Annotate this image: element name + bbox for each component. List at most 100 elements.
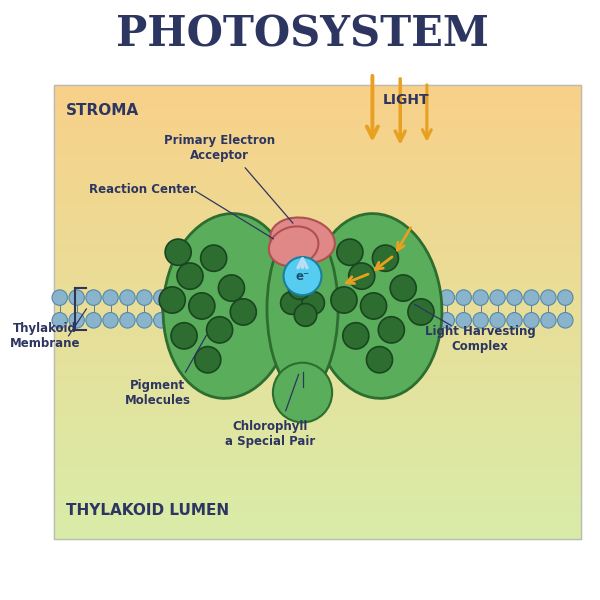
Circle shape bbox=[541, 313, 556, 328]
Bar bbox=[54, 181, 581, 187]
Circle shape bbox=[439, 290, 454, 305]
Bar bbox=[54, 261, 581, 266]
Bar bbox=[54, 340, 581, 346]
Circle shape bbox=[367, 347, 392, 373]
Bar bbox=[54, 125, 581, 130]
Circle shape bbox=[349, 263, 375, 289]
Bar bbox=[54, 148, 581, 153]
Ellipse shape bbox=[269, 226, 319, 266]
Bar bbox=[54, 306, 581, 312]
Bar bbox=[54, 403, 581, 409]
Circle shape bbox=[456, 290, 472, 305]
Bar bbox=[54, 255, 581, 261]
Circle shape bbox=[52, 290, 67, 305]
Circle shape bbox=[189, 293, 215, 319]
Bar bbox=[54, 482, 581, 488]
Circle shape bbox=[422, 290, 437, 305]
Bar bbox=[54, 176, 581, 181]
Bar bbox=[54, 244, 581, 250]
Bar bbox=[54, 527, 581, 533]
Circle shape bbox=[86, 313, 101, 328]
Circle shape bbox=[195, 347, 221, 373]
Circle shape bbox=[439, 313, 454, 328]
Circle shape bbox=[557, 290, 573, 305]
Bar bbox=[54, 85, 581, 91]
Text: STROMA: STROMA bbox=[65, 103, 139, 118]
Ellipse shape bbox=[273, 363, 332, 422]
Bar bbox=[54, 289, 581, 295]
Bar bbox=[54, 335, 581, 340]
Text: THYLAKOID LUMEN: THYLAKOID LUMEN bbox=[65, 503, 229, 518]
Circle shape bbox=[288, 277, 311, 299]
Text: Chlorophyll
a Special Pair: Chlorophyll a Special Pair bbox=[225, 421, 315, 448]
Circle shape bbox=[103, 313, 118, 328]
Text: LIGHT: LIGHT bbox=[383, 93, 430, 107]
Bar bbox=[54, 159, 581, 164]
Bar bbox=[54, 346, 581, 352]
Bar bbox=[54, 522, 581, 527]
Bar bbox=[54, 107, 581, 113]
Bar bbox=[54, 221, 581, 227]
Circle shape bbox=[165, 239, 191, 265]
Text: e⁻: e⁻ bbox=[295, 269, 310, 283]
Ellipse shape bbox=[311, 214, 442, 398]
Bar bbox=[54, 386, 581, 391]
Bar bbox=[54, 204, 581, 210]
Bar bbox=[54, 533, 581, 539]
Circle shape bbox=[302, 292, 325, 314]
Circle shape bbox=[52, 313, 67, 328]
Bar bbox=[54, 312, 581, 317]
Text: Reaction Center: Reaction Center bbox=[89, 183, 196, 196]
Bar bbox=[54, 442, 581, 448]
Bar bbox=[54, 119, 581, 125]
Circle shape bbox=[524, 290, 539, 305]
Bar bbox=[54, 284, 581, 289]
Circle shape bbox=[390, 275, 416, 301]
Bar bbox=[54, 238, 581, 244]
Text: Primary Electron
Acceptor: Primary Electron Acceptor bbox=[164, 134, 275, 162]
Circle shape bbox=[154, 290, 169, 305]
Bar bbox=[54, 414, 581, 420]
Bar bbox=[54, 465, 581, 471]
Bar bbox=[54, 431, 581, 437]
Bar bbox=[54, 85, 581, 539]
Circle shape bbox=[507, 290, 522, 305]
Bar bbox=[54, 499, 581, 505]
Bar bbox=[54, 250, 581, 255]
Bar bbox=[54, 278, 581, 284]
Circle shape bbox=[69, 290, 85, 305]
Bar bbox=[54, 363, 581, 368]
Bar bbox=[54, 476, 581, 482]
Circle shape bbox=[284, 257, 322, 295]
Circle shape bbox=[473, 290, 488, 305]
Bar bbox=[54, 193, 581, 199]
Bar bbox=[54, 272, 581, 278]
Text: PHOTOSYSTEM: PHOTOSYSTEM bbox=[116, 13, 489, 55]
Circle shape bbox=[218, 275, 244, 301]
Circle shape bbox=[490, 313, 505, 328]
Bar bbox=[54, 295, 581, 301]
Bar bbox=[54, 471, 581, 476]
Bar bbox=[54, 425, 581, 431]
Circle shape bbox=[294, 304, 317, 326]
Bar bbox=[54, 301, 581, 306]
Bar bbox=[54, 102, 581, 107]
Circle shape bbox=[103, 290, 118, 305]
Bar bbox=[54, 91, 581, 97]
Circle shape bbox=[230, 299, 256, 325]
Bar bbox=[54, 409, 581, 414]
Bar bbox=[54, 454, 581, 460]
Bar bbox=[54, 215, 581, 221]
Bar bbox=[54, 374, 581, 380]
Ellipse shape bbox=[267, 226, 338, 392]
Circle shape bbox=[343, 323, 369, 349]
Bar bbox=[54, 329, 581, 335]
Bar bbox=[54, 164, 581, 170]
Circle shape bbox=[456, 313, 472, 328]
Circle shape bbox=[524, 313, 539, 328]
Bar bbox=[54, 420, 581, 425]
Bar bbox=[54, 397, 581, 403]
Circle shape bbox=[120, 313, 135, 328]
Circle shape bbox=[331, 287, 357, 313]
Bar bbox=[54, 505, 581, 511]
